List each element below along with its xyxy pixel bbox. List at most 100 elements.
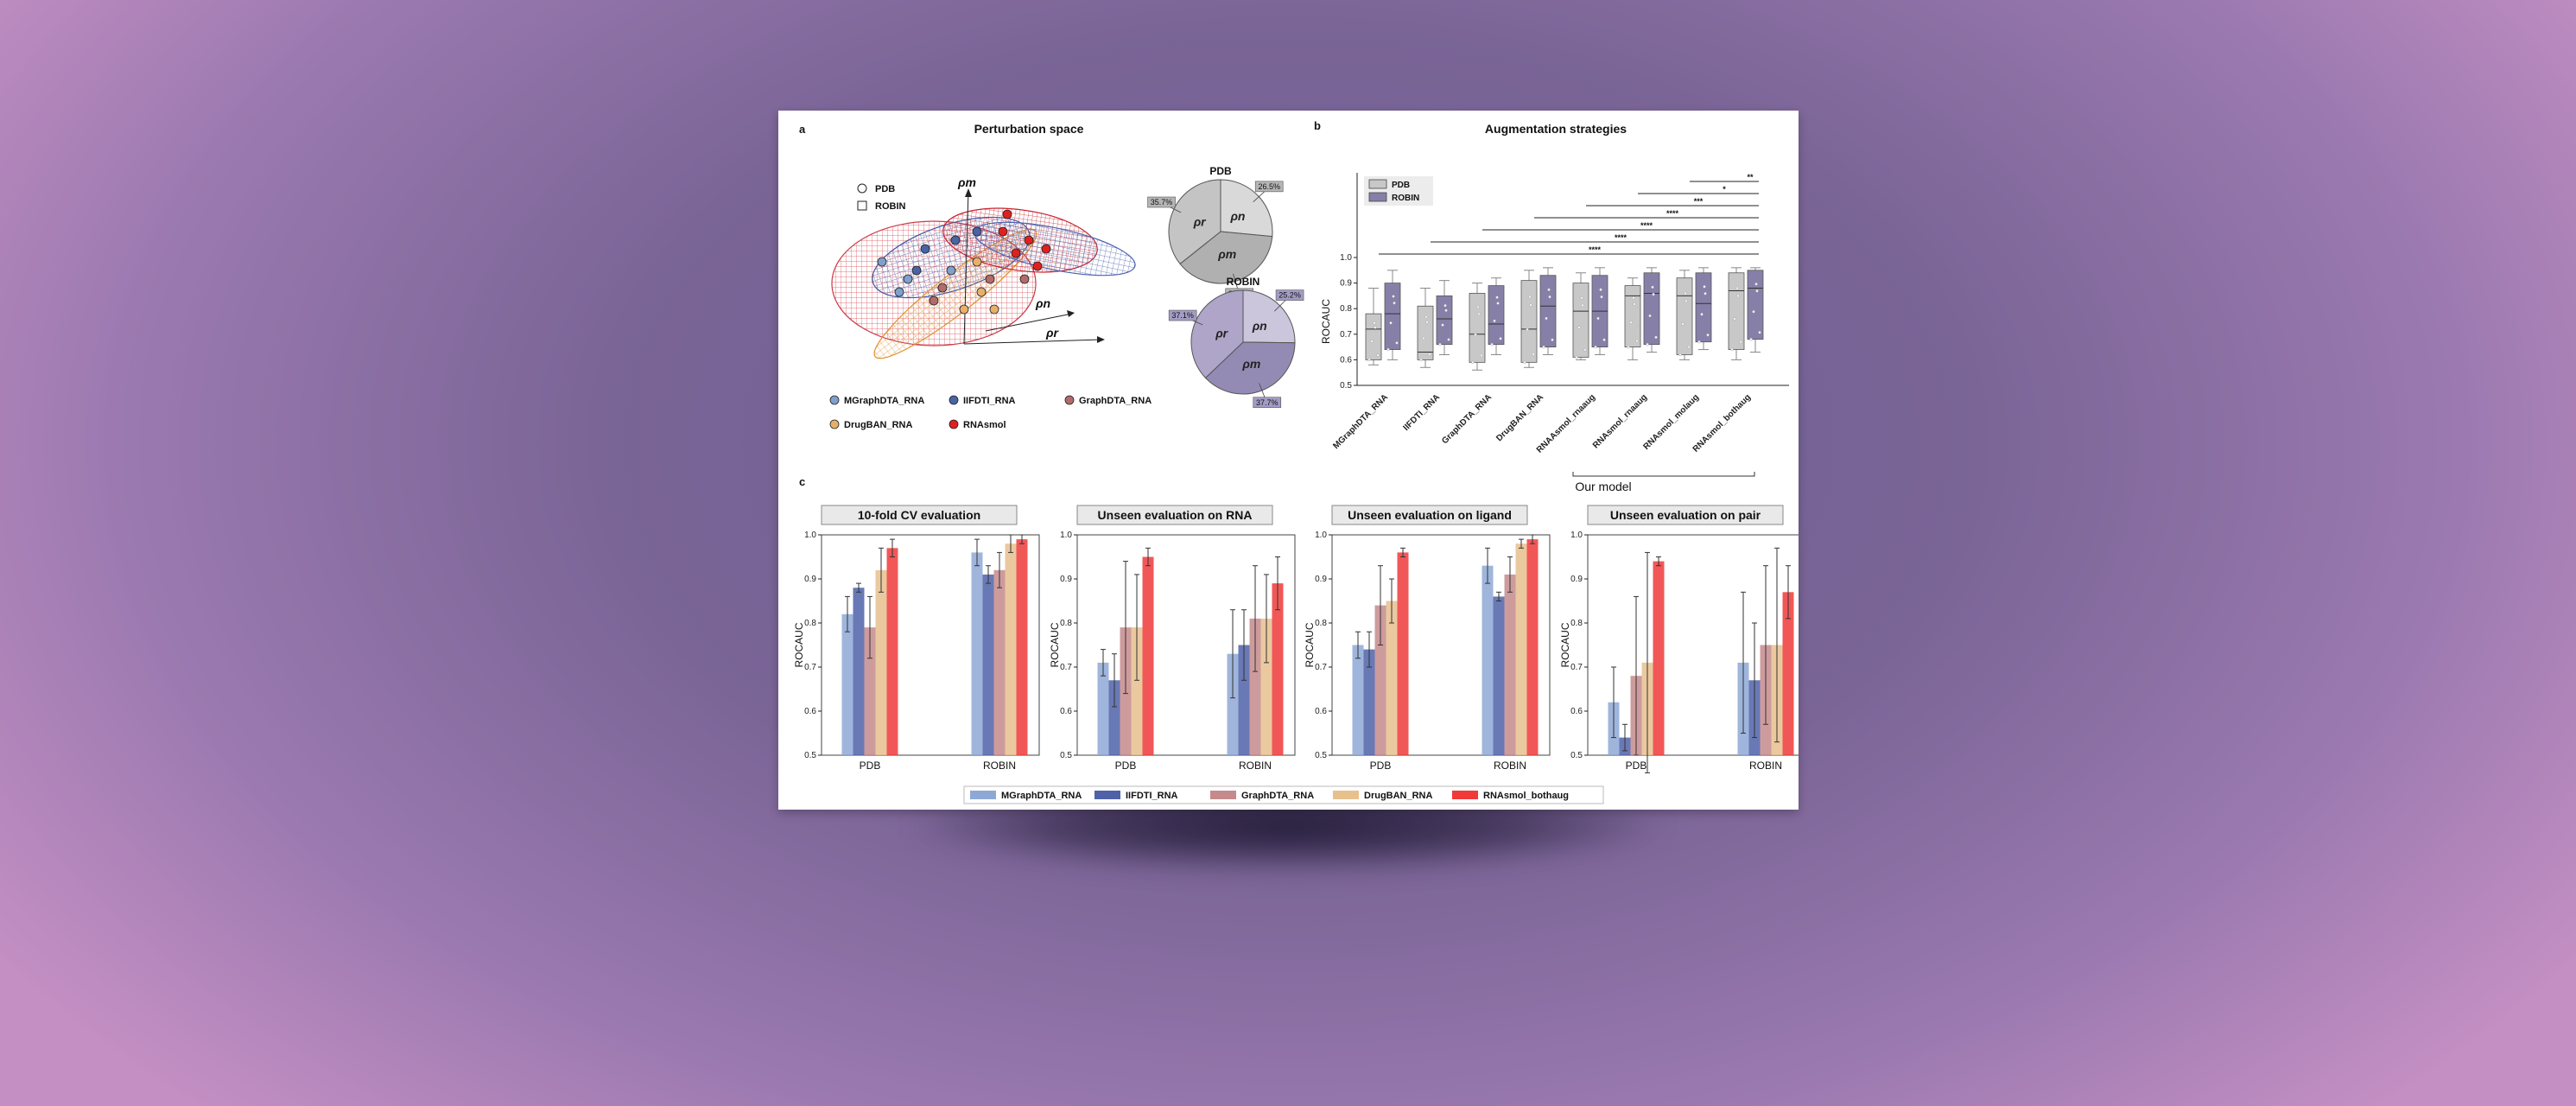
bar-chart-frame: [1331, 534, 1551, 756]
bar-chart-title: Unseen evaluation on RNA: [1098, 508, 1253, 522]
box-point: [1678, 353, 1682, 357]
panel-c-legend-swatch: [1452, 791, 1478, 799]
marker-drugban-rna: [959, 304, 969, 315]
bar-y-tick-label: 1.0: [1060, 531, 1072, 540]
box-point: [1755, 289, 1759, 293]
model-legend: MGraphDTA_RNA IIFDTI_RNA GraphDTA_RNA Dr…: [829, 395, 1152, 430]
bar-y-tick-label: 0.9: [804, 575, 816, 584]
bar-rnasmol-bothaug: [1526, 539, 1539, 755]
bar-y-tick-label: 0.9: [1570, 575, 1583, 584]
bar-rnasmol-bothaug: [1397, 552, 1409, 755]
bar-rnasmol-bothaug: [1782, 592, 1794, 755]
bar-mgraphdta-rna: [1097, 662, 1109, 755]
significance-label: ***: [1694, 197, 1704, 206]
marker-graphdta-rna: [985, 274, 995, 284]
box-robin: [1695, 272, 1712, 343]
box-point: [1599, 288, 1602, 291]
box-point: [1648, 314, 1652, 318]
marker-iifdti-rna: [920, 244, 930, 254]
bar-drugban-rna: [875, 569, 887, 755]
box-point: [1443, 303, 1447, 308]
panel-a: a Perturbation space PDB ROBIN: [799, 122, 1304, 430]
bar-chart-title-box: [821, 505, 1018, 525]
axis-label-r: ρr: [1045, 326, 1059, 340]
bar-y-tick-label: 0.8: [1570, 619, 1583, 628]
marker-mgraphdta-rna: [894, 287, 904, 297]
pie-value-label: 37.1%: [1171, 311, 1194, 320]
box-point: [1542, 345, 1545, 349]
box-point: [1627, 345, 1630, 349]
legend-text-graphdta: GraphDTA_RNA: [1079, 396, 1152, 406]
shape-legend: PDB ROBIN: [857, 183, 906, 212]
pie-value-box: [1254, 181, 1284, 193]
box-point: [1373, 321, 1376, 325]
bar-y-tick-label: 0.5: [1570, 751, 1583, 760]
box-point: [1629, 321, 1633, 324]
boxplot-y-tick-label: 0.6: [1340, 355, 1352, 365]
axis-label-n: ρn: [1035, 296, 1050, 310]
marker-drugban-rna: [989, 304, 999, 315]
our-model-bracket: [1572, 472, 1755, 477]
box-point: [1477, 312, 1481, 316]
bar-drugban-rna: [1131, 627, 1143, 755]
box-point: [1422, 336, 1425, 340]
box-point: [1490, 342, 1494, 346]
bar-y-label: ROCAUC: [1559, 622, 1571, 667]
box-point: [1495, 296, 1499, 299]
bar-y-tick-label: 0.7: [1570, 663, 1583, 672]
axis-r-arrow-icon: [1097, 336, 1105, 343]
pie-robin: ROBIN ρn 25.2% ρm 37.7% ρr 37.1%: [1168, 276, 1304, 409]
bar-y-tick-label: 0.5: [1315, 751, 1327, 760]
box-point: [1528, 295, 1532, 299]
box-point: [1493, 319, 1496, 323]
legend-text-drugban: DrugBAN_RNA: [844, 420, 913, 430]
bar-graphdta-rna: [864, 627, 876, 755]
box-pdb: [1572, 283, 1589, 358]
significance-label: ****: [1640, 221, 1653, 230]
box-point: [1526, 327, 1529, 332]
bar-y-label: ROCAUC: [1049, 622, 1061, 667]
box-pdb: [1728, 272, 1745, 350]
bar-y-tick-label: 0.9: [1315, 575, 1327, 584]
box-point: [1438, 342, 1442, 346]
panel-label-c: c: [799, 475, 805, 488]
figure-sheet: a Perturbation space PDB ROBIN: [778, 111, 1799, 810]
box-robin: [1436, 295, 1453, 346]
boxplot-chart: 0.5 0.6 0.7 0.8 0.9 1.0 ROCAUC MGraphDTA_RNA IIF…: [1320, 173, 1789, 477]
box-point: [1499, 337, 1502, 340]
bar-chart-frame: [821, 534, 1040, 756]
bar-rnasmol-bothaug: [1016, 539, 1028, 755]
significance-label: ****: [1666, 209, 1679, 218]
legend-text-iifdti: IIFDTI_RNA: [963, 396, 1016, 406]
marker-rnasmol: [1011, 248, 1021, 258]
box-point: [1739, 340, 1742, 344]
bar-mgraphdta-rna: [1352, 645, 1364, 755]
pie-charts: PDBρn26.5%ρm37.8%ρr35.7%ROBINρn25.2%ρm37…: [1147, 165, 1304, 409]
pie-title: ROBIN: [1227, 276, 1260, 288]
box-point: [1386, 347, 1390, 352]
bar-y-tick-label: 1.0: [804, 531, 816, 540]
boxplot-x-tick-label: RNAAsmol_rnaaug: [1535, 392, 1597, 454]
pie-slice-label: ρn: [1229, 209, 1245, 223]
bar-y-tick-label: 1.0: [1315, 531, 1327, 540]
bracket-label: Our model: [1575, 480, 1631, 493]
box-point: [1376, 353, 1380, 357]
pie-value-box: [1168, 309, 1197, 321]
boxplot-x-tick-label: RNAsmol_bothaug: [1691, 392, 1753, 454]
bar-graphdta-rna: [1504, 574, 1516, 755]
box-point: [1476, 305, 1480, 309]
bar-graphdta-rna: [993, 569, 1006, 755]
box-point: [1633, 302, 1636, 306]
box-point: [1749, 338, 1753, 341]
boxplot-y-tick-label: 1.0: [1340, 253, 1352, 263]
axis-m-arrow-icon: [965, 188, 972, 197]
pie-value-label: 26.5%: [1258, 182, 1280, 191]
box-point: [1532, 353, 1535, 356]
box-point: [1529, 303, 1532, 307]
marker-rnasmol: [998, 226, 1008, 237]
bar-rnasmol-bothaug: [886, 548, 898, 755]
marker-rnasmol: [1041, 244, 1051, 254]
bar-y-tick-label: 0.7: [1315, 663, 1327, 672]
box-point: [1480, 353, 1483, 358]
box-point: [1447, 338, 1450, 341]
